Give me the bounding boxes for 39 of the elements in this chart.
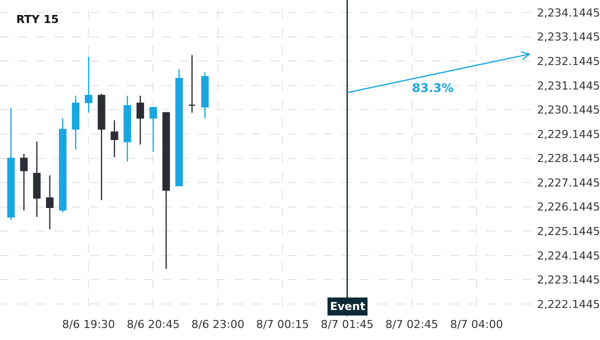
y-tick-label: 2,228.1445 [537, 152, 600, 166]
y-tick-label: 2,232.1445 [537, 54, 600, 68]
x-tick-label: 8/6 20:45 [126, 318, 180, 331]
y-tick-label: 2,222.1445 [537, 298, 600, 311]
candlestick [162, 112, 170, 270]
candlestick [98, 93, 106, 201]
ref-line-label: Event [330, 300, 366, 313]
candlestick [84, 56, 92, 114]
x-tick-label: 8/6 19:30 [62, 318, 116, 331]
candlestick [20, 153, 28, 211]
x-tick-label: 8/7 04:00 [450, 318, 503, 331]
candlestick [110, 120, 118, 158]
candlestick [46, 174, 54, 230]
y-tick-label: 2,231.1445 [537, 79, 600, 92]
candlestick [188, 54, 196, 114]
candlestick [33, 141, 41, 218]
y-tick-label: 2,225.1445 [537, 224, 600, 238]
chart-title: RTY 15 [16, 13, 59, 26]
y-tick-label: 2,226.1445 [537, 200, 600, 214]
y-tick-label: 2,224.1445 [537, 249, 600, 262]
candlestick [175, 68, 183, 187]
candlestick [7, 107, 15, 220]
y-tick-label: 2,234.1445 [537, 6, 600, 20]
x-tick-label: 8/6 23:00 [191, 318, 244, 331]
y-tick-label: 2,230.1445 [537, 104, 600, 117]
x-tick-label: 8/7 02:45 [385, 318, 438, 331]
annotation: 83.3% [412, 81, 454, 95]
candlestick [136, 95, 144, 146]
x-tick-label: 8/7 00:15 [256, 318, 310, 331]
candlestick [58, 118, 66, 213]
y-tick-label: 2,223.1445 [537, 274, 600, 287]
candlestick [124, 95, 132, 162]
y-tick-label: 2,229.1445 [537, 128, 600, 141]
y-tick-label: 2,227.1445 [537, 176, 600, 190]
candlestick [149, 107, 157, 152]
candlestick [72, 95, 80, 150]
candlestick [201, 72, 209, 119]
y-tick-label: 2,233.1445 [537, 30, 600, 44]
x-tick-label: 8/7 01:45 [320, 318, 374, 331]
